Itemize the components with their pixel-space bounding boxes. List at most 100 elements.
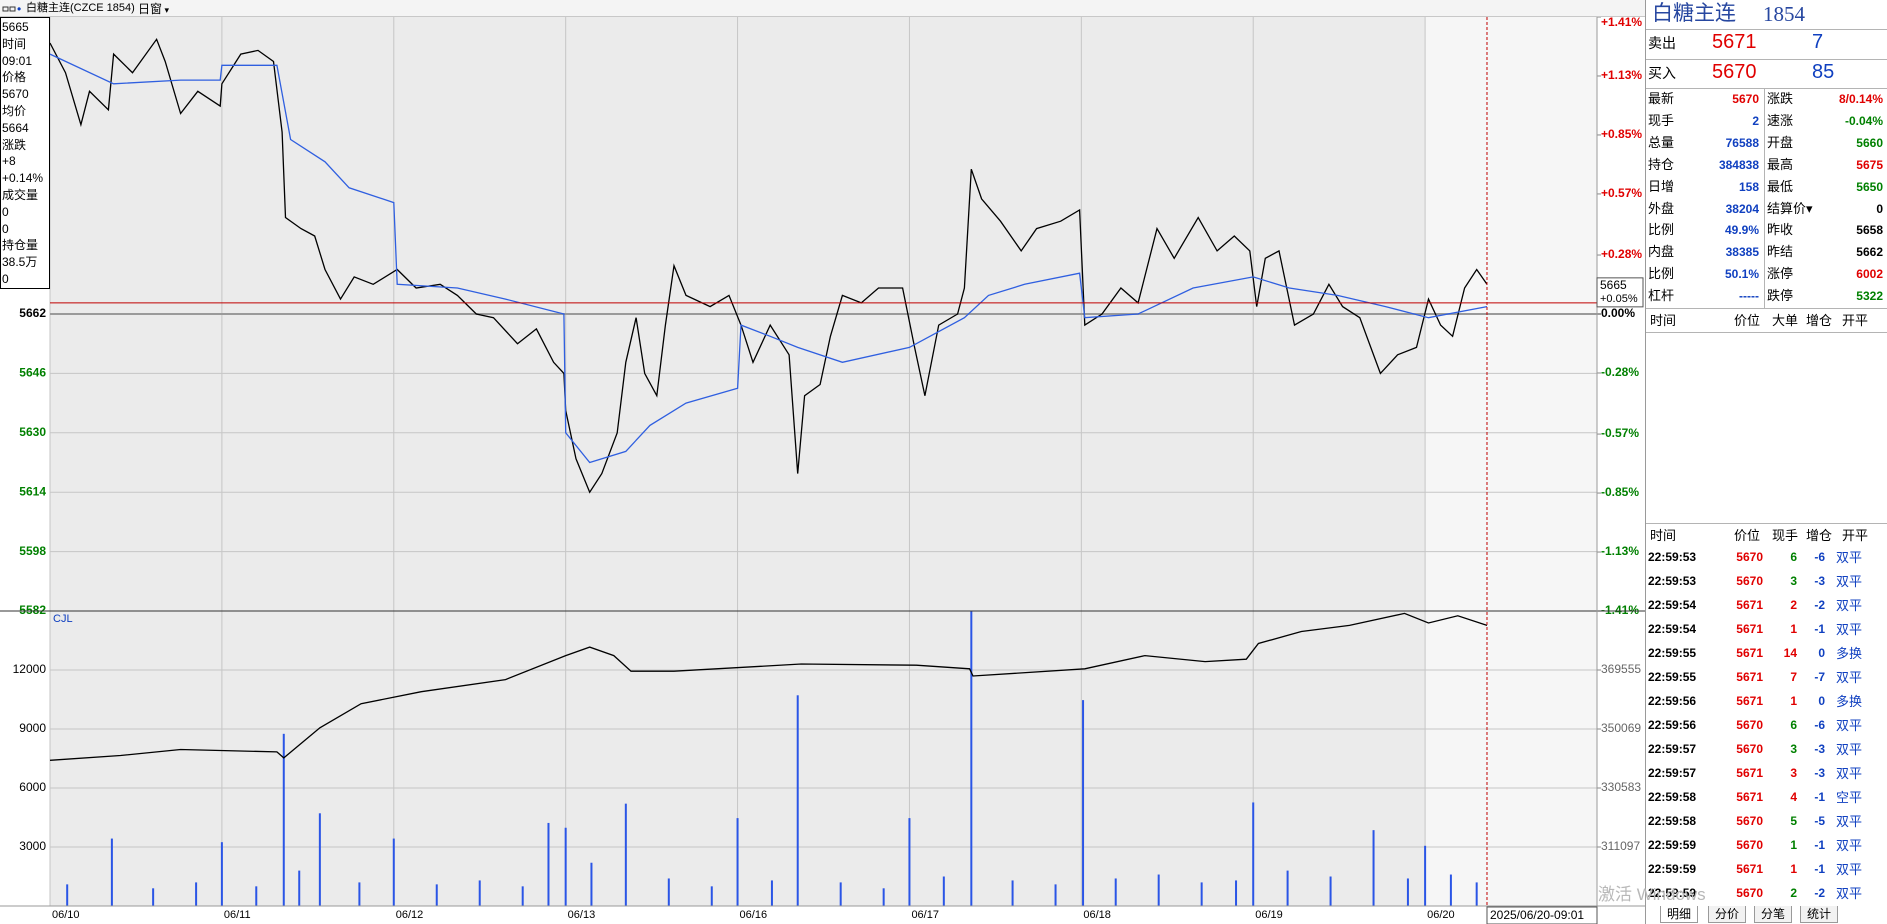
tick-change: -6 bbox=[1814, 550, 1825, 564]
series-line bbox=[49, 612, 1488, 761]
plot-background bbox=[50, 17, 1597, 906]
order-volume: 7 bbox=[1812, 31, 1824, 53]
tick-volume: 3 bbox=[1790, 742, 1797, 756]
volume-bar bbox=[1372, 830, 1375, 906]
tick-change: -1 bbox=[1814, 862, 1825, 876]
volume-bar bbox=[564, 827, 567, 906]
tick-type: 多换 bbox=[1836, 694, 1863, 709]
stat-value: 384838 bbox=[1718, 157, 1759, 172]
stat-label: 涨跌 bbox=[1767, 91, 1794, 106]
tick-volume: 1 bbox=[1790, 694, 1797, 708]
divider bbox=[1646, 88, 1887, 89]
stat-value: 76588 bbox=[1725, 135, 1759, 150]
tab[interactable]: 明细 bbox=[1660, 906, 1699, 923]
x-tick-label: 06/19 bbox=[1255, 909, 1283, 921]
tick-time: 22:59:57 bbox=[1648, 766, 1697, 780]
tick-time: 22:59:59 bbox=[1648, 838, 1697, 852]
info-item: 均价 bbox=[2, 104, 27, 118]
divider bbox=[1646, 59, 1887, 60]
dropdown-arrow: ▾ bbox=[162, 5, 170, 15]
volume-bar bbox=[1286, 870, 1289, 906]
tick-change: -2 bbox=[1814, 886, 1825, 900]
series-line bbox=[49, 37, 1488, 494]
stat-label: 内盘 bbox=[1648, 244, 1675, 260]
x-tick-label: 06/11 bbox=[224, 909, 251, 921]
tab[interactable]: 分价 bbox=[1708, 906, 1747, 923]
tick-price: 5670 bbox=[1736, 886, 1763, 900]
big-order-header: 时间 bbox=[1650, 313, 1677, 328]
stat-label: 最低 bbox=[1767, 178, 1794, 194]
tick-change: -7 bbox=[1814, 670, 1825, 684]
stat-label: 外盘 bbox=[1648, 200, 1675, 216]
stat-value: 49.9% bbox=[1724, 223, 1759, 238]
tick-price: 5671 bbox=[1736, 598, 1763, 612]
volume-bar bbox=[1157, 874, 1160, 906]
quote-panel: 白糖主连 1854 卖出 5671 7 买入 5670 85 最新 5670 现手 2 总量 76588 持… bbox=[1645, 0, 1887, 924]
stat-label: 总量 bbox=[1648, 134, 1675, 150]
volume-bar bbox=[1329, 876, 1332, 906]
stat-value: -0.04% bbox=[1844, 113, 1883, 128]
stat-value: 5658 bbox=[1856, 223, 1883, 238]
stat-value: 5322 bbox=[1856, 289, 1883, 304]
tick-type: 双平 bbox=[1836, 838, 1863, 853]
toolbar-window[interactable]: 日窗 ▾ bbox=[138, 2, 170, 16]
tick-type: 双平 bbox=[1836, 814, 1863, 829]
tick-price: 5670 bbox=[1736, 814, 1763, 828]
y2-tick-label: 311097 bbox=[1601, 839, 1640, 853]
info-item: 0 bbox=[2, 221, 9, 236]
volume-bar bbox=[1424, 845, 1427, 906]
y2-tick-label: 369555 bbox=[1601, 662, 1641, 676]
volume-bar bbox=[882, 888, 885, 906]
info-item: 0 bbox=[2, 272, 9, 286]
volume-bar bbox=[770, 880, 773, 906]
volume-bar bbox=[1082, 700, 1085, 906]
stat-label: 持仓 bbox=[1648, 156, 1675, 172]
stat-label: 跌停 bbox=[1767, 288, 1794, 304]
y-tick-label: 3000 bbox=[19, 839, 46, 853]
tick-volume: 2 bbox=[1790, 598, 1797, 612]
tick-type: 双平 bbox=[1836, 622, 1863, 637]
y-tick-label: 6000 bbox=[19, 780, 46, 794]
column-divider bbox=[1764, 88, 1765, 308]
volume-bar bbox=[667, 878, 670, 906]
tick-price: 5670 bbox=[1736, 550, 1763, 564]
tab[interactable]: 统计 bbox=[1800, 906, 1839, 923]
stat-value: ----- bbox=[1739, 289, 1759, 304]
order-label: 卖出 bbox=[1648, 35, 1676, 51]
toolbar: • 白糖主连(CZCE 1854) 日窗 ▾ bbox=[0, 0, 1645, 17]
tick-type: 双平 bbox=[1836, 670, 1863, 685]
y-tick-label: 5582 bbox=[19, 603, 46, 617]
order-label: 买入 bbox=[1648, 65, 1676, 81]
tab[interactable]: 分笔 bbox=[1754, 906, 1793, 923]
tick-volume: 4 bbox=[1790, 790, 1797, 804]
volume-bar bbox=[318, 813, 321, 906]
info-item: 时间 bbox=[2, 36, 27, 51]
volume-bar bbox=[1449, 874, 1452, 906]
os-watermark: 激活 Windows bbox=[1598, 885, 1706, 904]
tick-change: -3 bbox=[1814, 766, 1825, 780]
tick-header: 开平 bbox=[1842, 528, 1869, 543]
stat-label: 最高 bbox=[1767, 156, 1794, 172]
tick-price: 5671 bbox=[1736, 622, 1763, 636]
cursor-date: 2025/06/20-09:01 bbox=[1490, 908, 1584, 922]
y2-tick-label: -0.85% bbox=[1601, 485, 1639, 499]
volume-bar bbox=[392, 838, 395, 906]
volume-bar bbox=[547, 822, 550, 906]
y-tick-label: 5646 bbox=[19, 366, 46, 380]
volume-bar bbox=[736, 818, 739, 906]
stat-label: 涨停 bbox=[1767, 266, 1794, 282]
info-item: 5670 bbox=[2, 87, 29, 102]
tick-change: -5 bbox=[1814, 814, 1825, 828]
volume-bar bbox=[282, 733, 285, 906]
tick-price: 5671 bbox=[1736, 766, 1763, 780]
tick-change: -3 bbox=[1814, 574, 1825, 588]
info-item: 涨跌 bbox=[2, 137, 27, 152]
stat-value: 158 bbox=[1738, 179, 1759, 194]
info-item: 0 bbox=[2, 204, 9, 219]
volume-title: CJL bbox=[53, 613, 73, 625]
x-tick-label: 06/12 bbox=[396, 909, 424, 921]
tick-price: 5670 bbox=[1736, 838, 1763, 852]
tick-price: 5670 bbox=[1736, 574, 1763, 588]
x-tick-label: 06/16 bbox=[740, 909, 768, 921]
